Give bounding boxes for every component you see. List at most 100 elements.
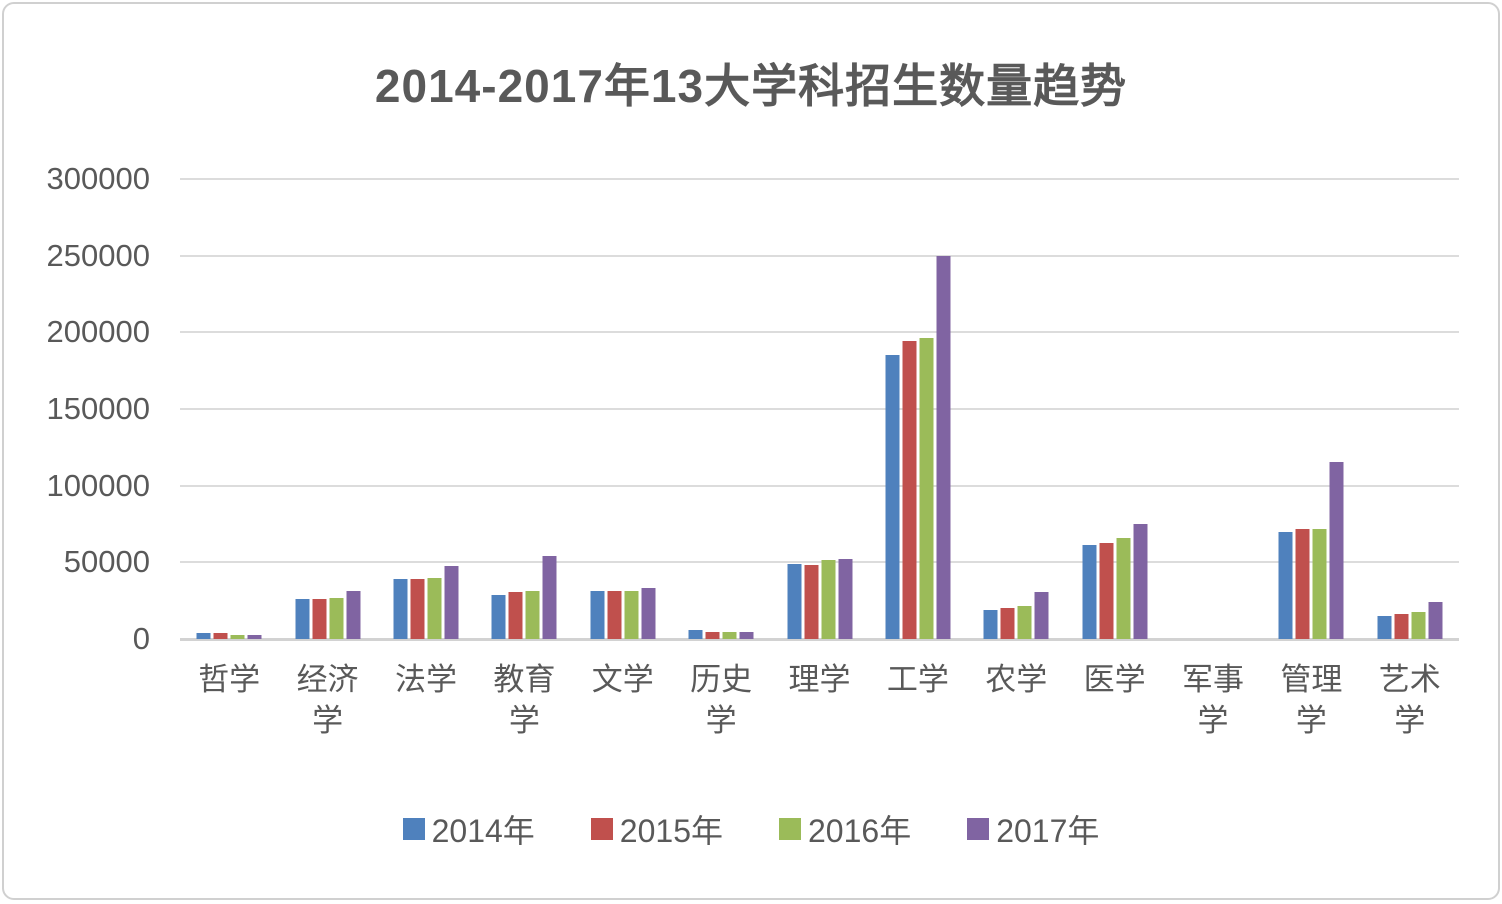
bar-2016年-管理学 [1312, 529, 1327, 639]
y-tick-label: 150000 [46, 391, 150, 426]
bar-2014年-管理学 [1278, 531, 1293, 639]
x-axis-label-农学: 农学 [985, 662, 1048, 697]
legend-item-2017年: 2017年 [967, 806, 1099, 852]
x-axis-line [180, 638, 1459, 641]
legend-label: 2016年 [808, 813, 912, 849]
bar-group-经济学 [295, 179, 361, 639]
bar-2017年-历史学 [739, 631, 754, 639]
gridline [180, 408, 1459, 410]
x-axis-label-历史学: 历史学 [690, 662, 753, 738]
bar-group-理学 [787, 179, 852, 639]
y-axis: 300000 250000 200000 150000 100000 50000 0 [4, 161, 150, 656]
x-axis-label-管理学: 管理学 [1280, 662, 1343, 738]
bar-group-哲学 [196, 179, 262, 639]
gridline [180, 331, 1459, 334]
bar-2016年-教育学 [525, 590, 540, 639]
bar-group-艺术学 [1377, 179, 1443, 639]
bar-2014年-医学 [1082, 545, 1097, 639]
x-axis-label-法学: 法学 [394, 662, 457, 697]
x-axis-label-艺术学: 艺术学 [1378, 662, 1441, 738]
bar-2017年-艺术学 [1428, 602, 1443, 639]
bar-2017年-农学 [1034, 592, 1049, 639]
bar-2015年-教育学 [508, 592, 523, 639]
bar-2014年-经济学 [295, 599, 310, 639]
bar-2016年-哲学 [230, 634, 245, 639]
legend-item-2015年: 2015年 [590, 806, 723, 852]
bar-2017年-管理学 [1329, 461, 1344, 639]
bar-2014年-法学 [393, 579, 408, 639]
bar-2014年-教育学 [491, 594, 506, 639]
bar-2017年-教育学 [542, 556, 557, 639]
legend-label: 2015年 [619, 813, 723, 849]
y-tick-label: 250000 [46, 237, 150, 273]
bar-2015年-经济学 [312, 599, 327, 639]
gridline [180, 254, 1459, 257]
bar-2016年-理学 [821, 560, 835, 639]
y-tick-label: 0 [132, 621, 150, 656]
bar-group-军事学 [1181, 179, 1246, 639]
plot-area [180, 178, 1459, 641]
legend-item-2014年: 2014年 [402, 806, 535, 852]
gridline [180, 484, 1459, 487]
bar-group-管理学 [1278, 179, 1344, 639]
x-axis-label-哲学: 哲学 [198, 662, 261, 697]
bar-2015年-哲学 [213, 633, 228, 639]
x-axis-label-军事学: 军事学 [1182, 662, 1245, 738]
legend-swatch-icon [402, 818, 425, 840]
bar-2017年-文学 [641, 588, 656, 639]
legend-item-2016年: 2016年 [779, 806, 911, 852]
bar-2015年-农学 [1000, 608, 1015, 639]
bar-2014年-艺术学 [1377, 616, 1392, 639]
bar-2017年-医学 [1133, 524, 1148, 639]
bar-2015年-法学 [410, 579, 425, 639]
bar-2014年-理学 [787, 563, 801, 639]
bar-2015年-艺术学 [1394, 614, 1409, 639]
chart-title: 2014-2017年13大学科招生数量趋势 [374, 60, 1128, 112]
bar-2014年-文学 [590, 590, 605, 639]
bar-group-工学 [885, 179, 951, 639]
legend-swatch-icon [967, 818, 990, 840]
bar-group-文学 [590, 179, 656, 639]
bar-2015年-医学 [1099, 543, 1114, 639]
bar-2015年-工学 [902, 340, 917, 639]
bar-2016年-医学 [1116, 537, 1131, 639]
y-tick-label: 200000 [46, 314, 150, 350]
x-axis-label-医学: 医学 [1083, 662, 1146, 697]
bar-2017年-哲学 [247, 634, 262, 639]
bar-2015年-文学 [607, 591, 622, 639]
bar-group-历史学 [688, 179, 754, 639]
bar-group-农学 [983, 179, 1049, 639]
x-axis-label-工学: 工学 [886, 662, 949, 697]
legend-swatch-icon [779, 818, 801, 840]
bar-2016年-工学 [919, 337, 934, 639]
bar-2016年-法学 [427, 578, 442, 639]
legend: 2014年 2015年 2016年 2017年 [4, 806, 1498, 852]
bar-2014年-历史学 [688, 630, 703, 639]
bar-2016年-艺术学 [1411, 612, 1426, 639]
bar-2016年-经济学 [329, 597, 344, 639]
x-axis-label-文学: 文学 [591, 662, 654, 697]
bar-2014年-工学 [885, 355, 900, 639]
y-tick-label: 50000 [63, 544, 150, 580]
gridline [180, 178, 1459, 180]
bar-2014年-哲学 [196, 632, 211, 639]
gridline [180, 561, 1459, 564]
x-axis-label-理学: 理学 [788, 662, 851, 697]
y-tick-label: 100000 [46, 467, 150, 503]
y-tick-label: 300000 [46, 161, 150, 196]
bar-2015年-管理学 [1295, 529, 1310, 639]
bar-2015年-历史学 [705, 632, 720, 639]
x-axis-label-教育学: 教育学 [493, 662, 556, 738]
bar-2017年-经济学 [346, 590, 361, 639]
bar-group-医学 [1082, 179, 1148, 639]
bar-2017年-工学 [936, 255, 951, 639]
legend-label: 2014年 [431, 813, 535, 849]
bar-2016年-农学 [1017, 606, 1032, 639]
bar-2016年-文学 [624, 591, 639, 639]
x-axis-label-经济学: 经济学 [296, 662, 359, 738]
bar-2016年-历史学 [722, 631, 737, 639]
bar-2014年-农学 [983, 609, 998, 639]
x-axis-labels: 哲学 经济学 法学 教育学 文学 历史学 理学 工学 农学 医学 军事学 管理学 艺术学 [180, 659, 1459, 779]
bar-2017年-理学 [838, 559, 852, 639]
